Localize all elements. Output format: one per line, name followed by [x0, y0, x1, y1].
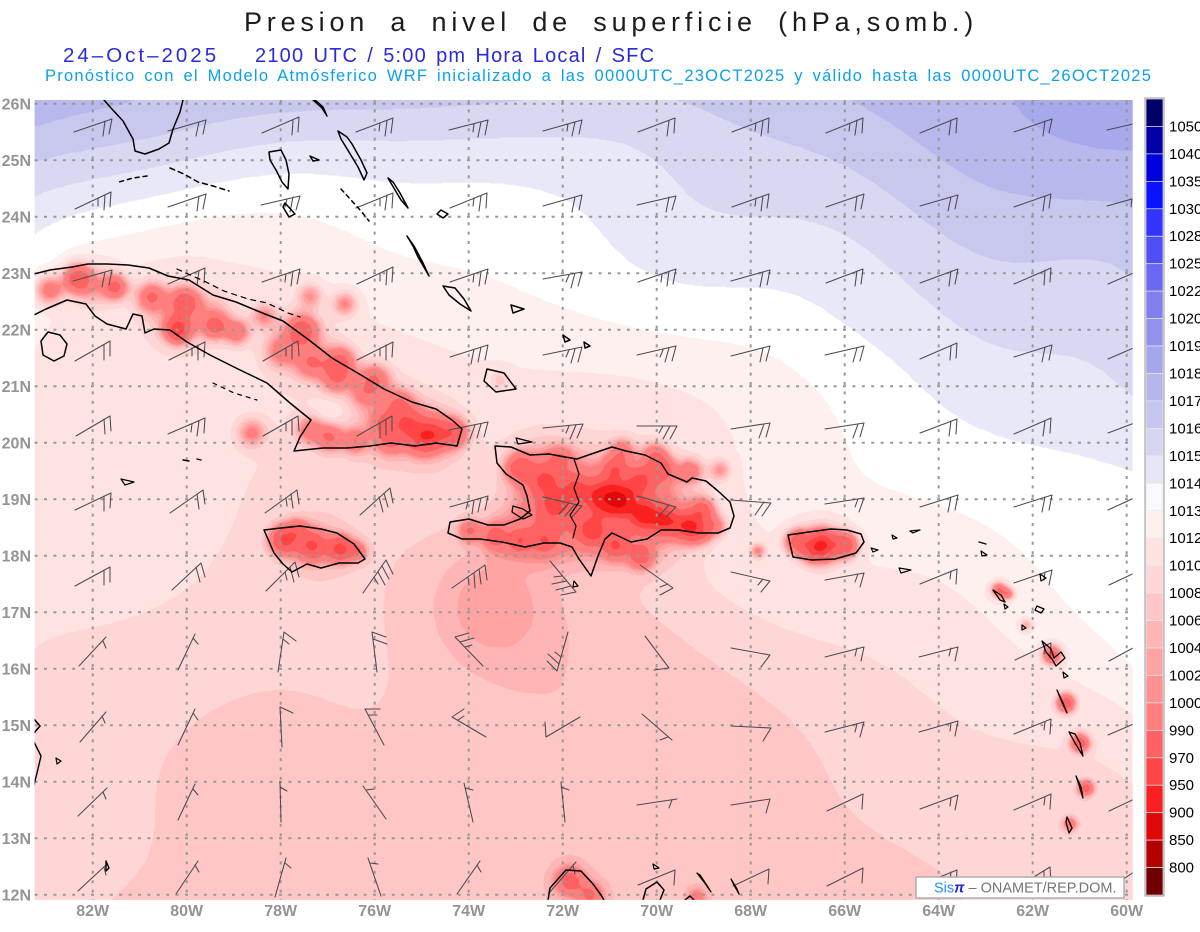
svg-text:80W: 80W [170, 903, 204, 920]
svg-text:1014: 1014 [1169, 475, 1200, 492]
svg-text:68W: 68W [734, 903, 768, 920]
svg-text:74W: 74W [452, 903, 486, 920]
svg-text:23N: 23N [2, 266, 31, 283]
svg-text:1020: 1020 [1169, 311, 1200, 328]
svg-text:20N: 20N [2, 435, 31, 452]
svg-text:1019: 1019 [1169, 338, 1200, 355]
svg-text:60W: 60W [1110, 903, 1144, 920]
svg-text:13N: 13N [2, 831, 31, 848]
svg-text:21N: 21N [2, 379, 31, 396]
svg-text:1016: 1016 [1169, 420, 1200, 437]
svg-text:24–Oct–2025: 24–Oct–2025 [63, 44, 219, 67]
svg-text:25N: 25N [2, 153, 31, 170]
svg-text:1018: 1018 [1169, 366, 1200, 383]
svg-text:1017: 1017 [1169, 393, 1200, 410]
svg-text:850: 850 [1169, 832, 1194, 849]
svg-text:64W: 64W [922, 903, 956, 920]
svg-text:1022: 1022 [1169, 283, 1200, 300]
svg-text:1028: 1028 [1169, 228, 1200, 245]
svg-text:26N: 26N [2, 96, 31, 113]
svg-text:12N: 12N [2, 887, 31, 904]
svg-text:1015: 1015 [1169, 448, 1200, 465]
svg-text:900: 900 [1169, 805, 1194, 822]
svg-text:14N: 14N [2, 774, 31, 791]
svg-text:66W: 66W [828, 903, 862, 920]
svg-text:990: 990 [1169, 722, 1194, 739]
svg-text:76W: 76W [358, 903, 392, 920]
svg-text:82W: 82W [76, 903, 110, 920]
svg-text:72W: 72W [546, 903, 580, 920]
svg-text:Presion a nivel de superficie: Presion a nivel de superficie (hPa,somb.… [244, 7, 978, 37]
svg-text:78W: 78W [264, 903, 298, 920]
svg-text:18N: 18N [2, 548, 31, 565]
svg-text:1030: 1030 [1169, 201, 1200, 218]
svg-text:22N: 22N [2, 322, 31, 339]
svg-text:1040: 1040 [1169, 146, 1200, 163]
svg-text:950: 950 [1169, 777, 1194, 794]
svg-text:970: 970 [1169, 750, 1194, 767]
svg-text:1013: 1013 [1169, 503, 1200, 520]
svg-text:1035: 1035 [1169, 173, 1200, 190]
svg-text:1025: 1025 [1169, 256, 1200, 273]
svg-text:Sisπ – ONAMET/REP.DOM.: Sisπ – ONAMET/REP.DOM. [934, 881, 1117, 897]
svg-text:15N: 15N [2, 718, 31, 735]
svg-text:1012: 1012 [1169, 530, 1200, 547]
svg-text:1010: 1010 [1169, 558, 1200, 575]
svg-text:62W: 62W [1016, 903, 1050, 920]
svg-text:1050: 1050 [1169, 118, 1200, 135]
svg-text:16N: 16N [2, 661, 31, 678]
svg-text:Pronóstico con el Modelo Atmós: Pronóstico con el Modelo Atmósferico WRF… [45, 67, 1152, 85]
svg-text:1008: 1008 [1169, 585, 1200, 602]
svg-text:1002: 1002 [1169, 667, 1200, 684]
svg-text:2100 UTC / 5:00 pm Hora Local: 2100 UTC / 5:00 pm Hora Local / SFC [255, 45, 655, 67]
svg-text:24N: 24N [2, 209, 31, 226]
svg-text:800: 800 [1169, 860, 1194, 877]
svg-text:19N: 19N [2, 492, 31, 509]
svg-text:70W: 70W [640, 903, 674, 920]
svg-text:1004: 1004 [1169, 640, 1200, 657]
svg-text:1006: 1006 [1169, 613, 1200, 630]
svg-text:17N: 17N [2, 605, 31, 622]
svg-text:1000: 1000 [1169, 695, 1200, 712]
